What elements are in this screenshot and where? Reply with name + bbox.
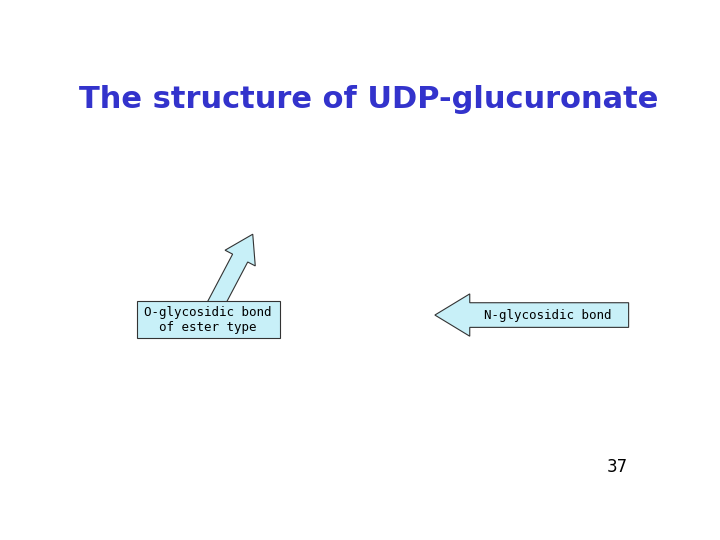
- Text: The structure of UDP-glucuronate: The structure of UDP-glucuronate: [79, 85, 659, 114]
- Text: N-glycosidic bond: N-glycosidic bond: [484, 308, 611, 321]
- Text: 37: 37: [606, 458, 628, 476]
- FancyBboxPatch shape: [137, 301, 280, 338]
- Polygon shape: [202, 234, 256, 319]
- Polygon shape: [435, 294, 629, 336]
- Text: O-glycosidic bond
of ester type: O-glycosidic bond of ester type: [144, 306, 271, 334]
